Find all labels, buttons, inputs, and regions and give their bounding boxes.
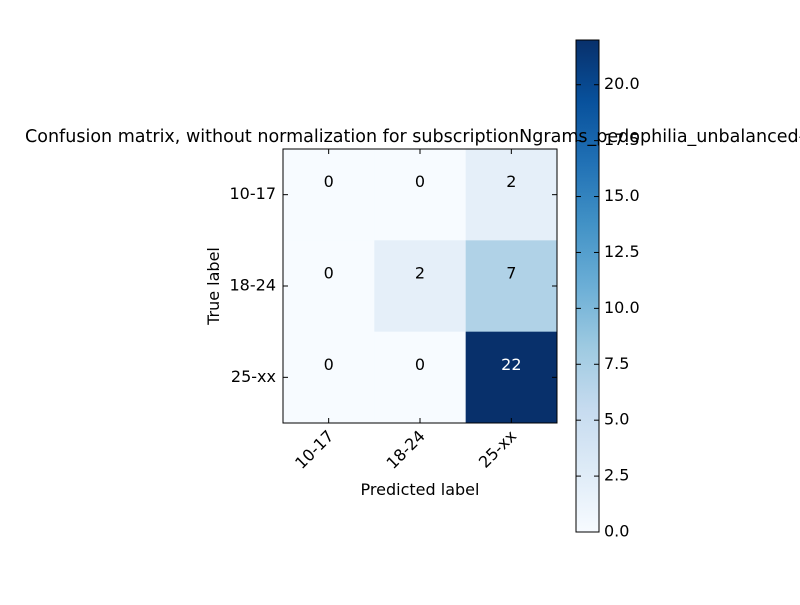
colorbar-tick-label: 5.0: [604, 410, 629, 429]
heatmap-cell: [465, 240, 558, 333]
colorbar-ticks: 0.0 2.5 5.0 7.5 10.0 12.5 15.0 17.5 20.0: [576, 74, 640, 541]
heatmap-cell: [374, 149, 467, 241]
cell-value-label: 7: [506, 264, 516, 283]
y-tick-label: 18-24: [230, 276, 277, 295]
colorbar-tick-label: 2.5: [604, 466, 629, 485]
cell-value-label: 2: [415, 264, 425, 283]
heatmap-cell: [465, 149, 558, 241]
colorbar-tick-label: 12.5: [604, 242, 640, 261]
heatmap-cell: [283, 240, 375, 333]
colorbar: [575, 39, 600, 533]
heatmap-cell: [374, 331, 467, 424]
cell-value-label: 22: [501, 355, 521, 374]
colorbar-tick-label: 10.0: [604, 298, 640, 317]
cell-value-label: 2: [506, 172, 516, 191]
cell-value-labels: 0 0 2 0 2 7 0 0 22: [324, 172, 522, 374]
cell-value-label: 0: [415, 355, 425, 374]
y-tick-label: 25-xx: [231, 367, 276, 386]
heatmap-cell: [374, 240, 467, 333]
colorbar-tick-label: 17.5: [604, 130, 640, 149]
x-tick-label: 18-24: [383, 426, 429, 472]
heatmap-cells: [283, 149, 558, 424]
y-axis-label: True label: [204, 247, 223, 326]
heatmap-cell: [283, 149, 375, 241]
colorbar-tick-label: 7.5: [604, 354, 629, 373]
chart-title: Confusion matrix, without normalization …: [25, 126, 800, 147]
cell-value-label: 0: [415, 172, 425, 191]
y-tick-label: 10-17: [230, 184, 277, 203]
x-tick-label: 25-xx: [475, 426, 520, 471]
cell-value-label: 0: [324, 264, 334, 283]
colorbar-tick-label: 0.0: [604, 522, 629, 541]
heatmap-cell: [465, 331, 558, 424]
heatmap-cell: [283, 331, 375, 424]
x-tick-label: 10-17: [291, 426, 337, 472]
colorbar-tick-label: 20.0: [604, 74, 640, 93]
cell-value-label: 0: [324, 172, 334, 191]
cell-value-label: 0: [324, 355, 334, 374]
x-axis-label: Predicted label: [361, 480, 480, 499]
colorbar-tick-label: 15.0: [604, 186, 640, 205]
